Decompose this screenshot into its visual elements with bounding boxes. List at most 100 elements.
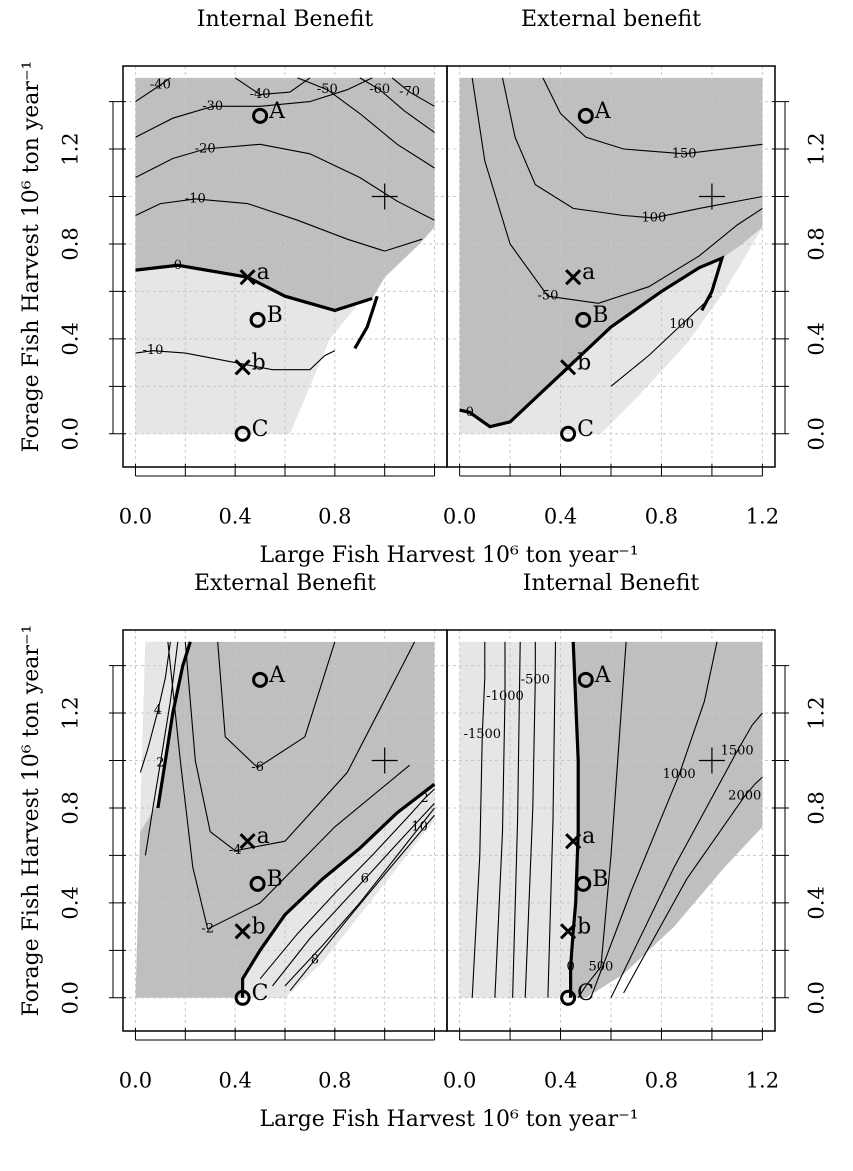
y-tick-label: 1.2 [805, 696, 829, 729]
x-axis-title: Large Fish Harvest 10⁶ ton year⁻¹ [259, 1107, 638, 1132]
contour-line [590, 641, 718, 998]
marker-label: B [592, 303, 608, 328]
contour-line [359, 77, 435, 133]
marker-label: B [267, 303, 283, 328]
contour-line [471, 641, 486, 998]
marker [560, 425, 577, 442]
contour-label: -20 [195, 142, 216, 157]
marker [575, 875, 592, 892]
marker-label: a [582, 260, 595, 285]
contour-line [135, 143, 435, 221]
marker-label: b [252, 914, 266, 939]
marker [252, 107, 269, 124]
region [570, 641, 763, 998]
y-tick-label: 0.0 [805, 417, 829, 450]
y-tick-label: 1.2 [59, 132, 83, 165]
contour-label: -60 [369, 82, 390, 97]
marker-label: a [582, 824, 595, 849]
marker [371, 747, 398, 774]
y-tick-label: 0.8 [59, 791, 83, 824]
contour-label: 1000 [663, 767, 696, 782]
x-tick-label: 0.4 [218, 505, 251, 529]
marker [575, 311, 592, 328]
marker [234, 923, 251, 940]
contour-label: 2 [156, 755, 164, 770]
x-tick-label: 0.4 [544, 1069, 577, 1093]
contour-line [144, 641, 179, 856]
contour-label: -500 [521, 672, 550, 687]
y-tick-label: 0.4 [805, 886, 829, 919]
contour-label: 6 [361, 872, 369, 887]
marker [249, 311, 266, 328]
marker-label: B [592, 867, 608, 892]
x-tick-label: 0.8 [645, 1069, 678, 1093]
contour-label: 2000 [728, 789, 761, 804]
x-tick-label: 0.8 [318, 1069, 351, 1093]
contour-label: 100 [641, 210, 666, 225]
marker [249, 875, 266, 892]
marker-label: A [594, 99, 612, 124]
y-tick-label: 0.8 [805, 791, 829, 824]
marker-label: A [268, 663, 286, 688]
y-tick-label: 0.8 [805, 227, 829, 260]
contour-label: -2 [201, 921, 214, 936]
contour-line [542, 77, 763, 155]
contour-label: 1500 [721, 744, 754, 759]
marker [560, 989, 577, 1006]
contour-label: -4 [229, 843, 242, 858]
contour-line [217, 641, 336, 769]
marker-label: b [577, 914, 591, 939]
x-tick-label: 1.2 [746, 1069, 779, 1093]
marker-label: A [594, 663, 612, 688]
contour-label: -1000 [486, 689, 523, 704]
panel-title: External Benefit [194, 571, 376, 596]
panel-title: External benefit [521, 7, 701, 32]
y-tick-label: 0.8 [59, 227, 83, 260]
contour-line [353, 295, 379, 350]
marker-label: b [252, 350, 266, 375]
marker-label: a [257, 260, 270, 285]
contour-line [167, 641, 410, 930]
contour-line [501, 77, 763, 219]
contour-line [610, 295, 713, 387]
marker [234, 359, 251, 376]
marker [565, 833, 582, 850]
contour-line [610, 712, 763, 999]
marker [239, 269, 256, 286]
region [242, 784, 435, 998]
y-tick-label: 1.2 [805, 132, 829, 165]
x-tick-label: 0.0 [119, 505, 152, 529]
y-axis-title: Forage Fish Harvest 10⁶ ton year⁻¹ [19, 625, 44, 1017]
x-tick-label: 0.0 [443, 505, 476, 529]
contour-label: -40 [150, 77, 171, 92]
marker-label: C [252, 417, 269, 442]
contour-line [135, 198, 423, 252]
x-axis-title: Large Fish Harvest 10⁶ ton year⁻¹ [259, 543, 638, 568]
marker [560, 923, 577, 940]
contour-line [259, 788, 435, 980]
contour-line [623, 776, 763, 994]
y-tick-label: 0.0 [59, 981, 83, 1014]
marker [239, 833, 256, 850]
contour-line [459, 255, 725, 429]
contour-label: 0 [174, 258, 182, 273]
x-tick-label: 0.4 [218, 1069, 251, 1093]
contour-label: -10 [185, 191, 206, 206]
contour-label: 4 [154, 703, 162, 718]
x-tick-label: 0.8 [318, 505, 351, 529]
y-tick-label: 1.2 [59, 696, 83, 729]
y-tick-label: 0.4 [805, 322, 829, 355]
marker [560, 359, 577, 376]
contour-label: -70 [399, 85, 420, 100]
contour-label: 150 [672, 146, 697, 161]
marker-label: C [577, 981, 594, 1006]
contour-line [524, 641, 536, 998]
marker [234, 425, 251, 442]
contour-line [139, 641, 171, 773]
contour-label: -1500 [464, 727, 501, 742]
contour-label: -6 [251, 760, 264, 775]
marker [371, 183, 398, 210]
